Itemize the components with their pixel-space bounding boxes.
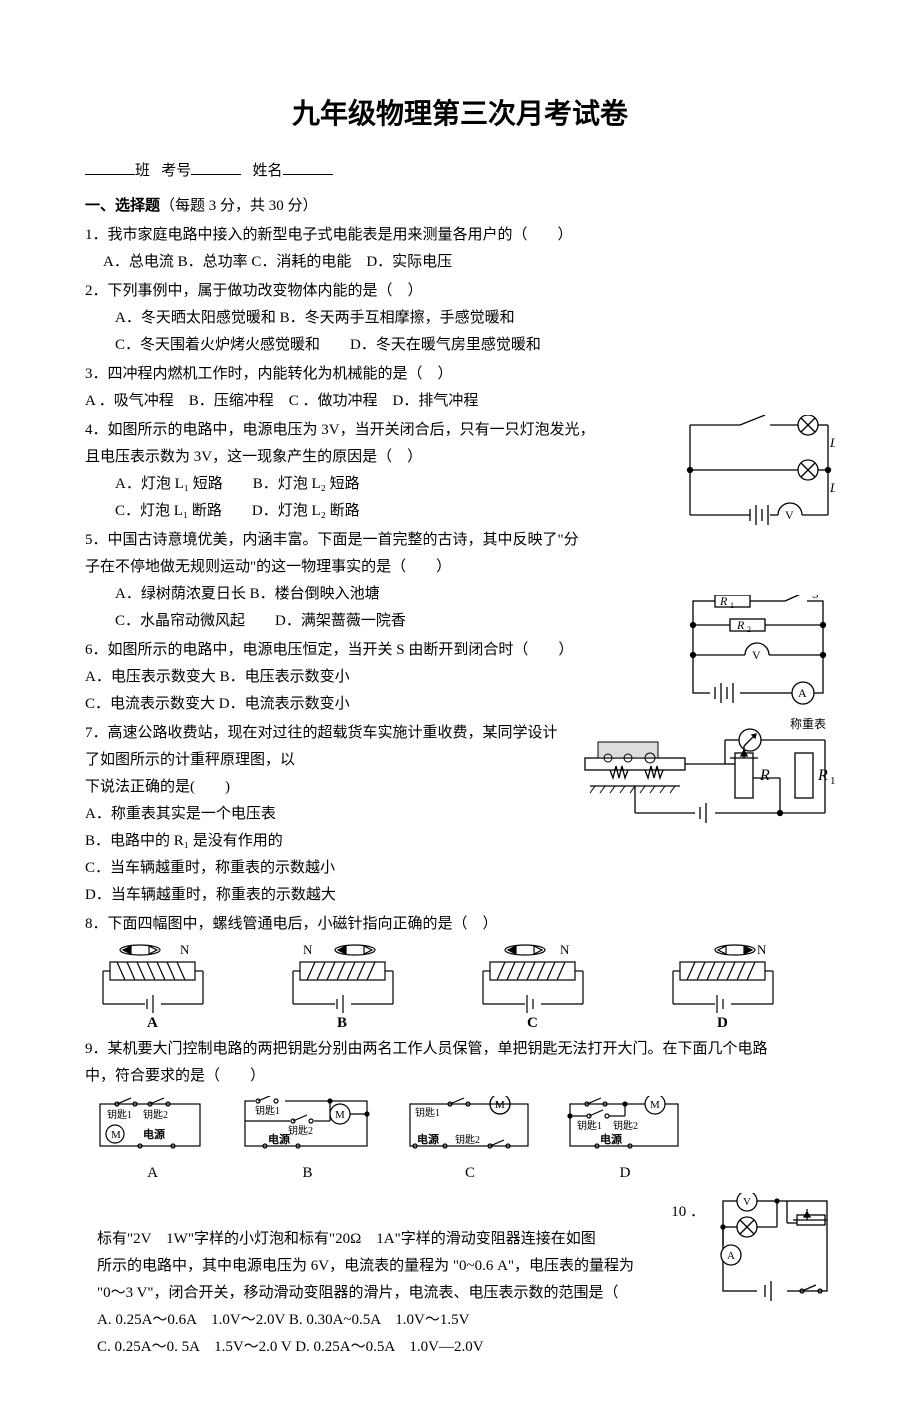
section-1-title: 一、选择题 (85, 198, 160, 214)
svg-text:2: 2 (747, 625, 751, 634)
svg-text:N: N (560, 942, 570, 957)
q7-R1-label: R (817, 767, 828, 784)
q8-fig-c: N C (475, 942, 605, 1032)
q4-l2-label: L (829, 480, 835, 495)
svg-text:电源: 电源 (143, 1127, 165, 1141)
svg-text:V: V (743, 1196, 751, 1208)
q9-label-d: D (565, 1160, 685, 1187)
q8-fig-b: N B (285, 942, 415, 1032)
section-1-heading: 一、选择题（每题 3 分，共 30 分） (85, 193, 835, 220)
q8-fig-a: N A (95, 942, 225, 1032)
q7-opt-d: D．当车辆越重时，称重表的示数越大 (85, 882, 835, 909)
q10-line1: 标有"2V 1W"字样的小灯泡和标有"20Ω 1A"字样的滑动变阻器连接在如图 (97, 1226, 715, 1253)
q9-label-a: A (95, 1160, 210, 1187)
q9-label-b: B (240, 1160, 375, 1187)
question-3: 3．四冲程内燃机工作时，内能转化为机械能的是（ ） A ．吸气冲程 B．压缩冲程… (85, 361, 835, 415)
q6-circuit-figure: R1 S R2 V A (685, 595, 835, 705)
q9-line1: 9．某机要大门控制电路的两把钥匙分别由两名工作人员保管，单把钥匙无法打开大门。在… (85, 1036, 835, 1063)
svg-text:N: N (180, 942, 190, 957)
q9-figures-row: 钥匙1 钥匙2 M 电源 A 钥匙1 钥匙2 M (95, 1096, 835, 1187)
q7-opt-b: B．电路中的 R₁ 是没有作用的 (85, 828, 835, 855)
question-2: 2．下列事例中，属于做功改变物体内能的是（ ） A．冬天晒太阳感觉暖和 B．冬天… (85, 278, 835, 359)
svg-text:1: 1 (830, 775, 835, 787)
q9-fig-d: M 钥匙1 钥匙2 电源 D (565, 1096, 685, 1187)
q9-line2: 中，符合要求的是（ ） (85, 1063, 835, 1090)
question-10: V A 10 ． 标有"2V 1W"字样的小灯泡和标有"20Ω 1A"字样的滑动… (85, 1199, 835, 1361)
svg-text:N: N (757, 942, 767, 957)
svg-text:电源: 电源 (417, 1132, 439, 1146)
q10-circuit-figure: V A (717, 1193, 835, 1303)
svg-text:M: M (111, 1129, 121, 1141)
q4-v-label: V (785, 508, 794, 522)
svg-text:M: M (335, 1109, 345, 1121)
q3-options: A ．吸气冲程 B．压缩冲程 C ．做功冲程 D．排气冲程 (85, 388, 835, 415)
svg-text:钥匙2: 钥匙2 (455, 1133, 480, 1146)
q10-opt-c: C. 0.25A～0. 5A 1.5V～2.0 V D. 0.25A～0.5A … (85, 1334, 835, 1361)
svg-text:N: N (303, 942, 313, 957)
q8-figures-row: N A N (95, 942, 835, 1032)
svg-text:S: S (812, 595, 819, 601)
q2-text: 2．下列事例中，属于做功改变物体内能的是（ ） (85, 278, 835, 305)
q7-R-label: R (759, 767, 770, 784)
q9-fig-a: 钥匙1 钥匙2 M 电源 A (95, 1096, 210, 1187)
svg-text:B: B (337, 1015, 347, 1031)
question-1: 1．我市家庭电路中接入的新型电子式电能表是用来测量各用户的（ ） A．总电流 B… (85, 222, 835, 276)
q4-l1-label: L (829, 435, 835, 450)
page-title: 九年级物理第三次月考试卷 (85, 90, 835, 140)
q10-line3: "0～3 V"，闭合开关，移动滑动变阻器的滑片，电流表、电压表示数的范围是（ (97, 1280, 715, 1307)
svg-text:钥匙1: 钥匙1 (255, 1104, 280, 1117)
q9-label-c: C (405, 1160, 535, 1187)
q9-fig-c: 钥匙1 M M 电源 钥匙2 C (405, 1096, 535, 1187)
svg-text:A: A (727, 1250, 735, 1262)
q10-opt-a: A. 0.25A～0.6A 1.0V～2.0V B. 0.30A~0.5A 1.… (85, 1307, 835, 1334)
q2-opt-a: A．冬天晒太阳感觉暖和 B．冬天两手互相摩擦，手感觉暖和 (85, 305, 835, 332)
q7-circuit-figure: 称重表 (580, 718, 835, 828)
question-9: 9．某机要大门控制电路的两把钥匙分别由两名工作人员保管，单把钥匙无法打开大门。在… (85, 1036, 835, 1090)
q7-scale-label: 称重表 (790, 718, 826, 731)
svg-text:M: M (495, 1099, 505, 1111)
name-blank (283, 160, 333, 175)
svg-text:1: 1 (730, 601, 734, 610)
svg-text:钥匙2: 钥匙2 (288, 1124, 313, 1137)
svg-text:R: R (719, 595, 728, 608)
q4-circuit-figure: L1 L2 V (680, 415, 835, 535)
q7-opt-c: C．当车辆越重时，称重表的示数越小 (85, 855, 835, 882)
examno-blank (191, 160, 241, 175)
q1-text: 1．我市家庭电路中接入的新型电子式电能表是用来测量各用户的（ ） (85, 222, 835, 249)
svg-text:钥匙1: 钥匙1 (415, 1106, 440, 1119)
svg-text:电源: 电源 (600, 1132, 622, 1146)
name-label: 姓名 (253, 163, 283, 179)
svg-text:A: A (798, 686, 807, 700)
exam-no-label: 考号 (161, 163, 191, 179)
q3-text: 3．四冲程内燃机工作时，内能转化为机械能的是（ ） (85, 361, 835, 388)
svg-text:钥匙2: 钥匙2 (143, 1108, 168, 1121)
svg-text:R: R (736, 618, 745, 632)
q2-opt-c: C．冬天围着火炉烤火感觉暖和 D．冬天在暖气房里感觉暖和 (85, 332, 835, 359)
svg-text:A: A (147, 1015, 158, 1031)
class-label: 班 (135, 163, 150, 179)
svg-text:钥匙2: 钥匙2 (613, 1119, 638, 1132)
svg-text:C: C (527, 1015, 538, 1031)
svg-text:V: V (752, 648, 761, 662)
q9-fig-b: 钥匙1 钥匙2 M 电源 B (240, 1096, 375, 1187)
q10-line2: 所示的电路中，其中电源电压为 6V，电流表的量程为 "0~0.6 A"，电压表的… (97, 1253, 715, 1280)
q5-line2: 子在不停地做无规则运动"的这一物理事实的是（ ） (85, 554, 835, 581)
svg-text:钥匙1: 钥匙1 (107, 1108, 132, 1121)
q1-options: A．总电流 B．总功率 C．消耗的电能 D．实际电压 (85, 249, 835, 276)
class-blank (85, 160, 135, 175)
student-info-line: 班 考号 姓名 (85, 158, 835, 185)
svg-text:D: D (717, 1015, 728, 1031)
svg-text:电源: 电源 (268, 1132, 290, 1146)
svg-text:M: M (650, 1099, 660, 1111)
q8-fig-d: N D (665, 942, 795, 1032)
svg-text:钥匙1: 钥匙1 (577, 1119, 602, 1132)
q8-text: 8．下面四幅图中，螺线管通电后，小磁针指向正确的是（ ） (85, 911, 835, 938)
question-8: 8．下面四幅图中，螺线管通电后，小磁针指向正确的是（ ） (85, 911, 835, 938)
section-1-note: （每题 3 分，共 30 分） (160, 198, 318, 214)
